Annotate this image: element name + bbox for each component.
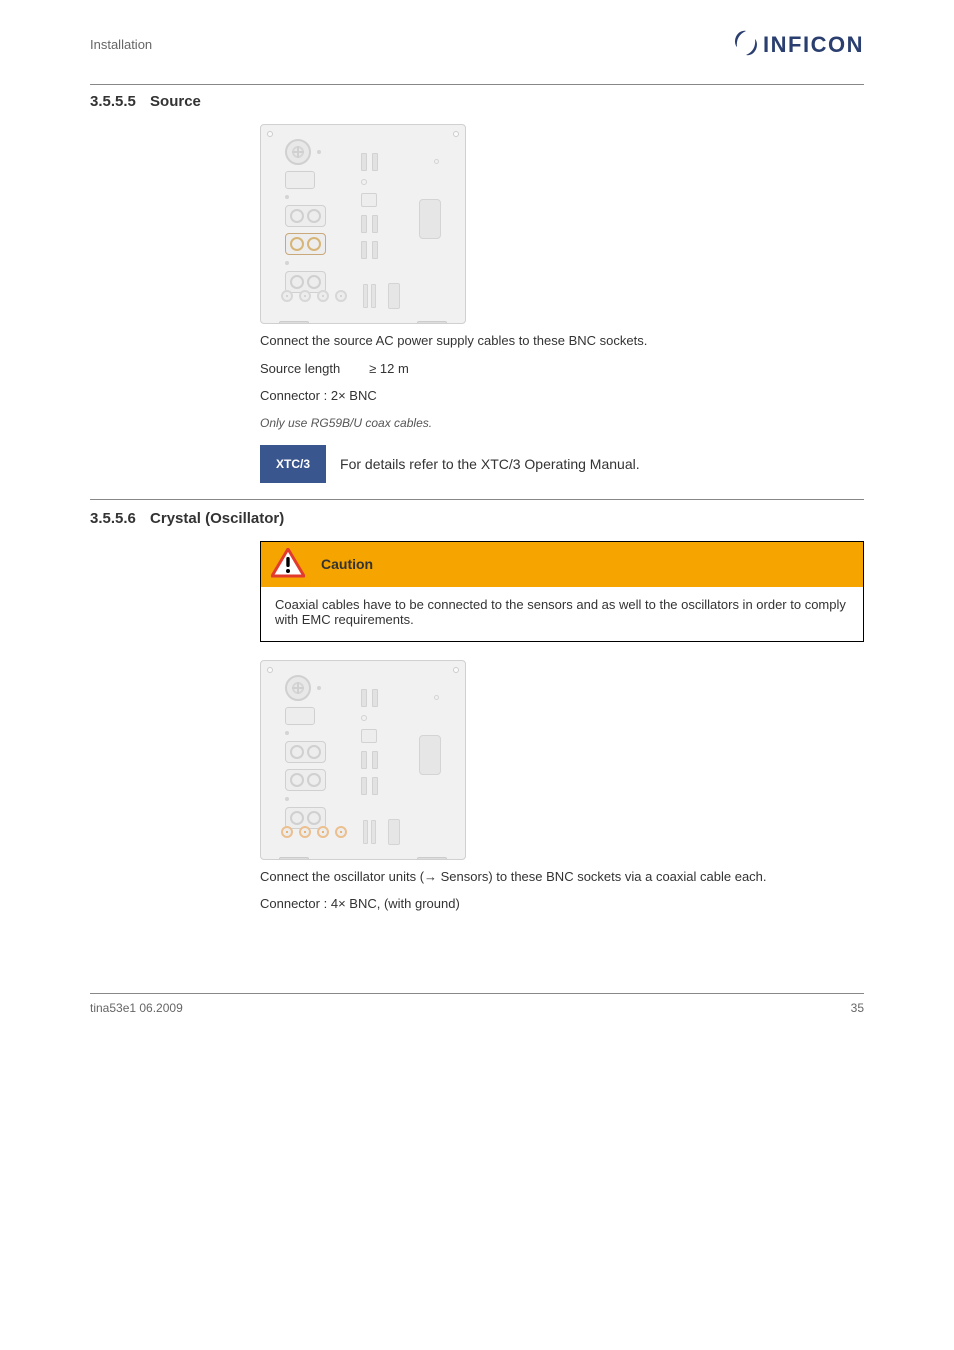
cable-label: Source length — [260, 361, 340, 376]
source-cable-length: Source length ≥ 12 m — [260, 360, 864, 378]
connector-value: : 2× BNC — [324, 388, 377, 403]
device-rear-panel — [260, 660, 466, 860]
section-number: 3.5.5.6 — [90, 510, 136, 527]
caution-body: Coaxial cables have to be connected to t… — [261, 587, 863, 641]
footer-rule — [90, 993, 864, 994]
top-rule — [90, 84, 864, 85]
brand-name: INFICON — [763, 32, 864, 58]
section-heading-source: 3.5.5.5 Source — [90, 93, 864, 110]
page-header: Installation INFICON — [90, 30, 864, 59]
header-section-label: Installation — [90, 37, 152, 52]
section-title: Source — [150, 93, 201, 110]
section-title: Crystal (Oscillator) — [150, 510, 284, 527]
source-connector: Connector : 2× BNC — [260, 387, 864, 405]
footer-page-number: 35 — [851, 1001, 864, 1015]
device-figure-source — [260, 124, 864, 324]
source-bnc-pair-icon — [285, 233, 326, 255]
badge-text: For details refer to the XTC/3 Operating… — [340, 456, 640, 472]
caution-header: Caution — [261, 542, 863, 587]
source-description: Connect the source AC power supply cable… — [260, 332, 864, 350]
inficon-logo-icon — [733, 30, 759, 59]
warning-icon — [271, 548, 305, 581]
oscillator-bnc-row-icon — [281, 819, 400, 845]
crystal-connector: Connector : 4× BNC, (with ground) — [260, 895, 864, 913]
caution-title: Caution — [321, 556, 373, 572]
page-footer: tina53e1 06.2009 35 — [90, 1001, 864, 1015]
section-divider — [90, 499, 864, 500]
section-heading-crystal: 3.5.5.6 Crystal (Oscillator) — [90, 510, 864, 527]
ge-symbol: ≥ — [369, 361, 376, 376]
section-number: 3.5.5.5 — [90, 93, 136, 110]
device-figure-crystal — [260, 660, 864, 860]
brand-logo: INFICON — [733, 30, 864, 59]
model-badge: XTC/3 — [260, 445, 326, 483]
connector-label: Connector — [260, 896, 320, 911]
cable-value: 12 m — [380, 361, 409, 376]
coax-note: Only use RG59B/U coax cables. — [260, 415, 864, 431]
device-rear-panel — [260, 124, 466, 324]
caution-box: Caution Coaxial cables have to be connec… — [260, 541, 864, 642]
connector-value: : 4× BNC, (with ground) — [324, 896, 460, 911]
footer-doc-id: tina53e1 06.2009 — [90, 1001, 183, 1015]
crystal-description: Connect the oscillator units (→ Sensors)… — [260, 868, 864, 886]
connector-label: Connector — [260, 388, 320, 403]
